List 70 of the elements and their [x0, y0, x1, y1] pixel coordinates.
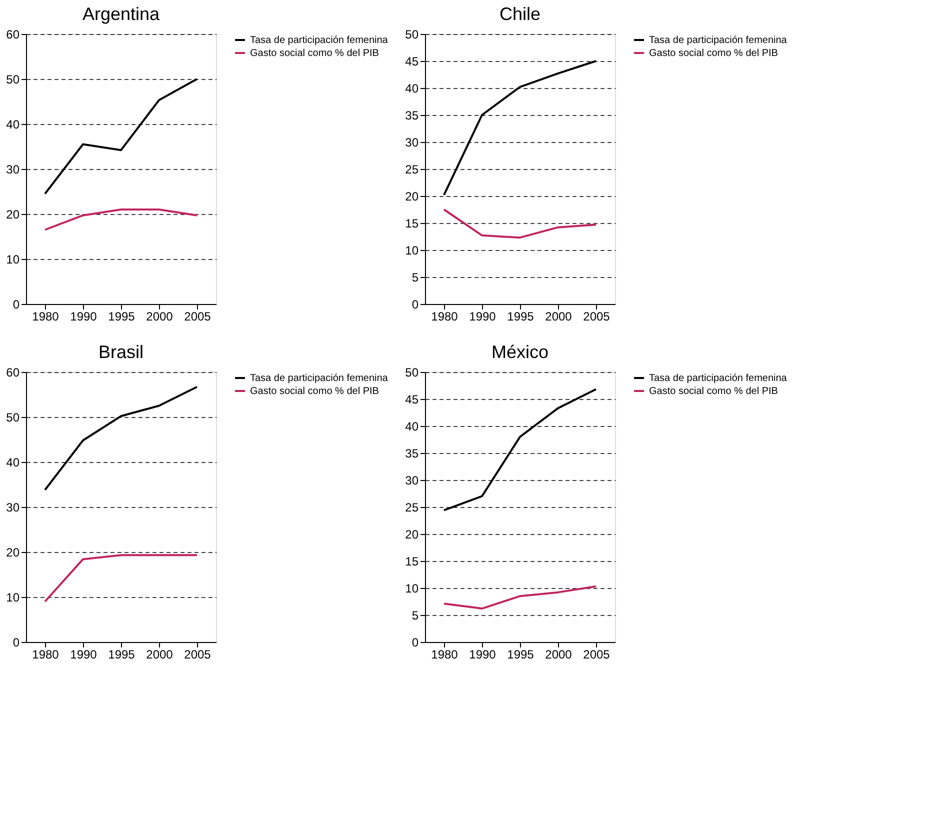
- y-tick-label: 60: [6, 366, 20, 380]
- y-tick-label: 40: [405, 82, 419, 96]
- y-tick-label: 30: [405, 136, 419, 150]
- y-tick-label: 0: [12, 298, 20, 312]
- legend-label: Gasto social como % del PIB: [649, 48, 778, 59]
- y-tick-label: 50: [6, 410, 20, 424]
- x-tick-label: 1990: [70, 648, 98, 662]
- x-tick-label: 1990: [469, 648, 496, 662]
- y-tick-label: 20: [6, 208, 20, 222]
- y-tick-label: 10: [405, 244, 419, 258]
- x-tick-label: 2005: [184, 648, 212, 662]
- x-tick-label: 1980: [32, 648, 60, 662]
- y-tick-label: 50: [405, 28, 419, 42]
- y-tick-label: 5: [412, 608, 419, 622]
- legend-label: Gasto social como % del PIB: [250, 48, 380, 59]
- y-tick-label: 40: [6, 118, 20, 132]
- y-tick-label: 40: [6, 456, 20, 470]
- x-tick-label: 1980: [32, 310, 60, 324]
- x-tick-label: 1995: [507, 310, 534, 324]
- chart-title: México: [491, 342, 549, 362]
- x-tick-label: 1995: [108, 648, 136, 662]
- chart-title: Argentina: [82, 4, 161, 24]
- legend-label: Tasa de participación femenina: [649, 35, 788, 46]
- x-tick-label: 1980: [431, 648, 458, 662]
- y-tick-label: 0: [412, 298, 419, 312]
- y-tick-label: 15: [405, 554, 419, 568]
- x-tick-label: 1980: [431, 310, 458, 324]
- x-tick-label: 2005: [583, 648, 610, 662]
- x-tick-label: 2005: [583, 310, 610, 324]
- y-tick-label: 50: [405, 366, 419, 380]
- y-tick-label: 10: [6, 590, 20, 604]
- legend-label: Tasa de participación femenina: [250, 35, 388, 46]
- y-tick-label: 5: [412, 270, 419, 284]
- y-tick-label: 30: [6, 162, 20, 176]
- y-tick-label: 40: [405, 420, 419, 434]
- y-tick-label: 15: [405, 216, 419, 230]
- x-tick-label: 2000: [545, 310, 572, 324]
- x-tick-label: 1995: [108, 310, 136, 324]
- y-tick-label: 25: [405, 500, 419, 514]
- y-tick-label: 30: [6, 500, 20, 514]
- y-tick-label: 45: [405, 392, 419, 406]
- x-tick-label: 2000: [146, 310, 174, 324]
- y-tick-label: 20: [405, 528, 419, 542]
- y-tick-label: 10: [6, 252, 20, 266]
- legend-label: Tasa de participación femenina: [649, 373, 788, 384]
- x-tick-label: 2000: [146, 648, 174, 662]
- line-series: [443, 585, 597, 610]
- y-tick-label: 20: [6, 546, 20, 560]
- y-tick-label: 10: [405, 582, 419, 596]
- y-tick-label: 60: [6, 28, 20, 42]
- y-tick-label: 30: [405, 474, 419, 488]
- chart-title: Brasil: [98, 342, 144, 362]
- x-tick-label: 2000: [545, 648, 572, 662]
- x-tick-label: 2005: [184, 310, 212, 324]
- y-tick-label: 45: [405, 54, 419, 68]
- y-tick-label: 25: [405, 162, 419, 176]
- y-tick-label: 0: [412, 636, 419, 650]
- legend-label: Gasto social como % del PIB: [649, 386, 778, 397]
- y-tick-label: 50: [6, 72, 20, 86]
- y-tick-label: 35: [405, 108, 419, 122]
- x-tick-label: 1995: [507, 648, 534, 662]
- line-series: [443, 208, 597, 239]
- chart-title: Chile: [499, 4, 541, 24]
- y-tick-label: 20: [405, 190, 419, 204]
- legend-label: Gasto social como % del PIB: [250, 386, 380, 397]
- x-tick-label: 1990: [70, 310, 98, 324]
- y-tick-label: 35: [405, 446, 419, 460]
- x-tick-label: 1990: [469, 310, 496, 324]
- legend-label: Tasa de participación femenina: [250, 373, 388, 384]
- y-tick-label: 0: [12, 636, 20, 650]
